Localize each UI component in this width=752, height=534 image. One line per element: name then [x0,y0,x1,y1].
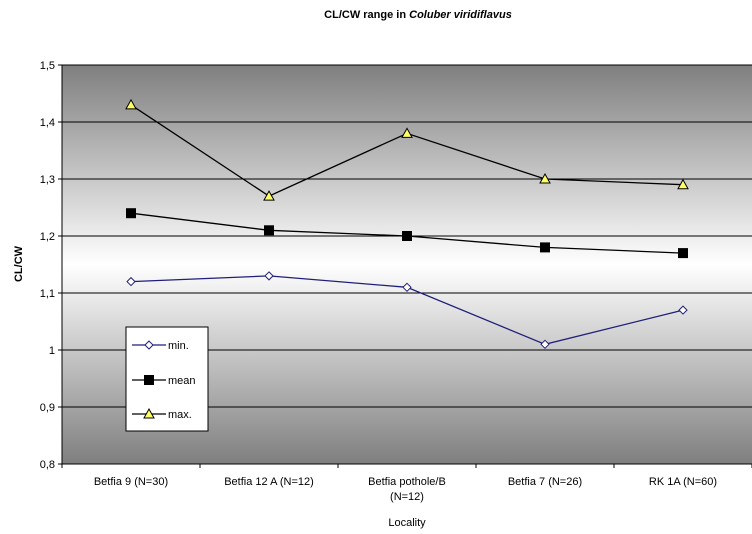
data-point-min [402,282,412,293]
x-tick-label: Betfia 7 (N=26) [508,476,582,488]
data-point-mean [126,208,136,219]
data-point-mean [678,248,688,259]
x-axis-title: Locality [388,517,426,529]
series-lines [125,98,689,350]
data-point-min [126,276,136,287]
x-tick-label: Betfia pothole/B (N=12) [368,476,446,503]
y-axis-title: CL/CW [13,245,25,282]
legend-label-max: max. [168,409,192,421]
data-point-mean [402,231,412,241]
x-tick-label: Betfia 9 (N=30) [94,476,168,488]
x-tick-label: Betfia 12 A (N=12) [224,476,314,488]
chart-title: CL/CW range in Coluber viridiflavus [324,9,512,21]
data-point-mean [264,225,274,236]
data-point-min [678,305,688,315]
y-tick-label: 0,8 [40,459,55,471]
data-point-max [263,190,275,201]
y-tick-labels: 0,8 0,9 1 1,1 1,2 1,3 1,4 1,5 [40,60,55,471]
data-point-min [264,271,274,281]
data-point-max [401,127,413,138]
y-tick-label: 1,3 [40,174,55,186]
x-tick-labels: Betfia 9 (N=30) Betfia 12 A (N=12) Betfia … [94,476,717,503]
data-point-min [540,339,550,350]
legend-marker-max [143,407,155,419]
legend-label-min: min. [168,340,189,352]
y-tick-label: 1 [49,345,55,357]
data-point-max [539,172,551,184]
legend-box [125,326,209,432]
y-tick-label: 1,1 [40,288,55,300]
y-tick-label: 1,2 [40,231,55,243]
legend-label-mean: mean [168,375,196,387]
y-tick-label: 1,5 [40,60,55,72]
legend: min. mean max. [125,326,209,432]
y-tick-label: 0,9 [40,402,55,414]
legend-marker-min [144,340,154,350]
data-point-mean [540,242,550,253]
legend-marker-mean [144,375,154,385]
data-point-max [677,178,689,190]
x-tick-label: RK 1A (N=60) [649,476,717,488]
data-point-max [125,98,137,110]
y-tick-label: 1,4 [40,117,55,129]
axes [58,64,752,468]
